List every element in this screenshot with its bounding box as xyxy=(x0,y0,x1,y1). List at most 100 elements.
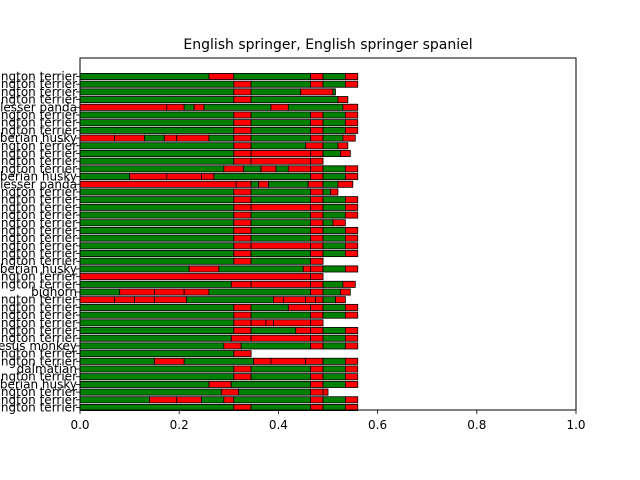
bar-segment-correct xyxy=(322,149,341,157)
bar-segment-incorrect xyxy=(342,103,359,111)
bar-segment-correct xyxy=(250,196,312,204)
bar-segment-incorrect xyxy=(79,103,168,111)
bar-segment-incorrect xyxy=(344,404,359,411)
bar-row xyxy=(79,219,346,227)
bar-segment-correct xyxy=(250,96,339,104)
bar-segment-correct xyxy=(250,257,312,265)
bar-segment-incorrect xyxy=(230,334,252,342)
bar-segment-correct xyxy=(250,373,312,381)
y-tick-label: Bedlington terrier xyxy=(0,162,77,176)
bar-segment-correct xyxy=(79,334,232,342)
bar-segment-incorrect xyxy=(208,380,232,388)
bar-segment-incorrect xyxy=(114,296,135,304)
bar-segment-correct xyxy=(79,219,235,227)
bar-segment-correct xyxy=(79,173,130,181)
bar-segment-correct xyxy=(79,226,235,234)
bar-row xyxy=(79,357,359,365)
bar-segment-correct xyxy=(79,211,235,219)
bar-row xyxy=(79,273,324,281)
bar-segment-correct xyxy=(322,380,346,388)
bar-segment-correct xyxy=(238,388,312,396)
bar-segment-incorrect xyxy=(273,319,312,327)
bar-segment-incorrect xyxy=(310,373,324,381)
bar-segment-incorrect xyxy=(310,73,324,80)
y-tick-label: Bedlington terrier xyxy=(0,123,77,137)
bar-row xyxy=(79,157,324,165)
bar-segment-correct xyxy=(79,350,235,358)
bar-segment-incorrect xyxy=(201,173,215,181)
bar-segment-incorrect xyxy=(310,288,324,296)
bar-row xyxy=(79,196,359,204)
bar-segment-incorrect xyxy=(310,211,324,219)
bar-segment-correct xyxy=(322,196,346,204)
bar-segment-incorrect xyxy=(344,242,359,250)
bar-segment-incorrect xyxy=(310,327,324,335)
bar-row xyxy=(79,88,336,96)
bar-segment-correct xyxy=(322,303,346,311)
bar-segment-correct xyxy=(250,219,312,227)
bar-segment-correct xyxy=(79,396,150,404)
bar-segment-correct xyxy=(322,73,346,80)
bar-segment-incorrect xyxy=(344,265,359,273)
y-tick-label: lesser panda xyxy=(0,177,77,191)
y-tick-label: Siberian husky xyxy=(0,170,77,184)
bar-segment-incorrect xyxy=(344,211,359,219)
bar-segment-correct xyxy=(322,203,346,211)
bar-segment-correct xyxy=(79,111,235,119)
bar-segment-correct xyxy=(250,119,312,127)
bar-segment-incorrect xyxy=(250,280,312,288)
bar-row xyxy=(79,149,351,157)
bars-layer xyxy=(79,73,359,411)
bar-row xyxy=(79,203,359,211)
bar-segment-incorrect xyxy=(233,373,252,381)
bar-segment-correct xyxy=(250,226,312,234)
bar-segment-correct xyxy=(79,257,235,265)
bar-row xyxy=(79,188,339,196)
bar-segment-correct xyxy=(322,396,346,404)
bar-segment-correct xyxy=(322,357,346,365)
bar-segment-correct xyxy=(322,342,346,350)
bar-row xyxy=(79,373,359,381)
y-tick-label: Bedlington terrier xyxy=(0,277,77,291)
y-tick-label: Bedlington terrier xyxy=(0,401,77,415)
bar-segment-incorrect xyxy=(176,134,210,142)
bar-row xyxy=(79,242,359,250)
y-tick-label: Siberian husky xyxy=(0,131,77,145)
bar-segment-correct xyxy=(79,157,235,165)
bar-segment-incorrect xyxy=(330,188,339,196)
bar-segment-incorrect xyxy=(302,265,312,273)
y-tick-label: Bedlington terrier xyxy=(0,270,77,284)
bar-segment-incorrect xyxy=(79,180,237,188)
bar-segment-incorrect xyxy=(176,396,202,404)
bar-segment-incorrect xyxy=(270,357,307,365)
bar-segment-correct xyxy=(322,288,341,296)
bar-segment-incorrect xyxy=(208,73,235,80)
bar-segment-incorrect xyxy=(233,250,252,258)
bar-segment-incorrect xyxy=(310,157,324,165)
bar-segment-incorrect xyxy=(310,342,324,350)
bar-segment-correct xyxy=(332,88,336,96)
bar-segment-correct xyxy=(79,73,210,80)
bar-segment-incorrect xyxy=(332,219,346,227)
bar-segment-incorrect xyxy=(233,149,252,157)
bar-segment-correct xyxy=(250,365,312,373)
y-tick-label: Bedlington terrier xyxy=(0,77,77,91)
bar-segment-correct xyxy=(79,311,235,319)
bar-row xyxy=(79,73,359,80)
bar-segment-incorrect xyxy=(310,126,324,134)
bar-segment-correct xyxy=(250,134,312,142)
bar-segment-incorrect xyxy=(183,288,210,296)
bar-segment-incorrect xyxy=(310,226,324,234)
bar-segment-incorrect xyxy=(300,88,334,96)
bar-segment-correct xyxy=(79,357,155,365)
bar-segment-incorrect xyxy=(233,319,252,327)
bar-segment-correct xyxy=(79,88,235,96)
bar-segment-incorrect xyxy=(223,342,242,350)
bar-segment-incorrect xyxy=(233,111,252,119)
bar-row xyxy=(79,404,359,411)
bar-segment-incorrect xyxy=(310,257,324,265)
bar-segment-incorrect xyxy=(344,396,359,404)
bar-segment-incorrect xyxy=(233,242,252,250)
y-tick-label: Bedlington terrier xyxy=(0,231,77,245)
